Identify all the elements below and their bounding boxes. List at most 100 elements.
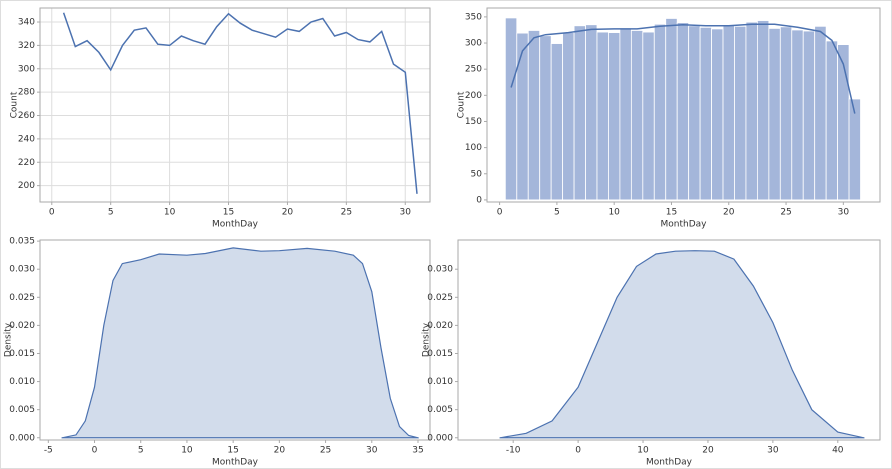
y-tick-label: 200 [18, 181, 35, 191]
y-tick-label: 240 [18, 134, 35, 144]
x-tick-label: 15 [223, 208, 234, 218]
y-tick-label: 150 [465, 117, 482, 127]
hist-bar [539, 35, 552, 201]
y-axis-label: Count [457, 91, 467, 118]
x-tick-label: 25 [780, 208, 791, 218]
y-tick-label: 0.005 [9, 405, 35, 415]
x-tick-label: -10 [506, 446, 521, 456]
axes-frame [39, 239, 431, 441]
x-tick-label: 0 [49, 208, 55, 218]
x-tick-label: 15 [666, 208, 677, 218]
axes-frame [486, 7, 881, 203]
hist-bar [734, 25, 747, 201]
y-tick-label: 350 [465, 12, 482, 22]
y-tick-label: 0.025 [427, 293, 453, 303]
x-tick-label: 20 [702, 446, 714, 456]
x-axis-label: MonthDay [212, 220, 259, 230]
hist-bar [676, 22, 690, 201]
x-axis-label: MonthDay [646, 458, 693, 468]
x-tick-label: 30 [366, 446, 378, 456]
axes-frame [39, 7, 431, 203]
y-tick-label: 300 [18, 64, 35, 74]
x-tick-label: 10 [181, 446, 193, 456]
hist-bar [630, 30, 644, 201]
y-tick-label: 200 [465, 91, 482, 101]
hist-bar [585, 24, 598, 201]
hist-bar [516, 32, 529, 201]
y-tick-label: 250 [465, 65, 482, 75]
y-tick-label: 300 [465, 39, 482, 49]
hist-bar [562, 32, 575, 201]
x-tick-label: 30 [838, 208, 850, 218]
y-tick-label: 220 [18, 158, 35, 168]
y-tick-label: 0.010 [9, 377, 35, 387]
y-axis-label: Count [10, 91, 20, 118]
y-tick-label: 0 [476, 195, 482, 205]
hist-bar [653, 23, 667, 201]
x-tick-label: 0 [497, 208, 503, 218]
data-line [62, 12, 418, 194]
x-tick-label: 25 [320, 446, 331, 456]
hist-bar [779, 26, 793, 201]
x-tick-label: 10 [164, 208, 176, 218]
hist-bar [711, 28, 724, 201]
x-tick-label: 20 [274, 446, 286, 456]
x-axis-label: MonthDay [212, 458, 259, 468]
hist-bar [745, 21, 758, 201]
kde-area [61, 247, 419, 439]
y-axis-label: Density [4, 322, 14, 357]
hist-bar [550, 43, 564, 201]
hist-bar [608, 32, 621, 201]
x-tick-label: 5 [138, 446, 144, 456]
hist-bar [791, 29, 804, 201]
x-tick-label: 30 [767, 446, 779, 456]
hist-bar [848, 98, 861, 201]
hist-bar [596, 31, 609, 201]
hist-bar [619, 27, 632, 201]
y-tick-label: 0.020 [427, 321, 453, 331]
x-tick-label: -5 [44, 446, 53, 456]
y-tick-label: 0.035 [9, 237, 35, 247]
kde-line [510, 23, 856, 114]
y-tick-label: 100 [465, 143, 482, 153]
x-tick-label: 10 [637, 446, 649, 456]
hist-bar [504, 17, 518, 201]
hist-bar [573, 25, 586, 201]
y-tick-label: 260 [18, 111, 35, 121]
hist-bar [837, 44, 850, 201]
kde-area [499, 250, 865, 439]
y-tick-label: 0.000 [9, 433, 35, 443]
y-tick-label: 0.025 [9, 293, 35, 303]
x-tick-label: 0 [92, 446, 98, 456]
y-tick-label: 50 [471, 169, 483, 179]
axes-frame [457, 239, 881, 441]
x-axis-label: MonthDay [661, 220, 708, 230]
x-tick-label: 20 [282, 208, 294, 218]
hist-bar [814, 25, 827, 201]
x-tick-label: 10 [608, 208, 620, 218]
y-tick-label: 340 [18, 18, 35, 28]
x-tick-label: 30 [400, 208, 412, 218]
x-tick-label: 15 [227, 446, 238, 456]
y-tick-label: 0.005 [427, 405, 453, 415]
hist-bar [527, 30, 541, 201]
x-tick-label: 20 [723, 208, 735, 218]
y-axis-label: Density [422, 322, 432, 357]
y-tick-label: 0.010 [427, 377, 453, 387]
y-tick-label: 0.000 [427, 433, 453, 443]
hist-bar [768, 27, 781, 201]
hist-bar [802, 30, 816, 201]
x-tick-label: 0 [575, 446, 581, 456]
x-tick-label: 5 [554, 208, 560, 218]
hist-bar [642, 31, 655, 201]
x-tick-label: 40 [832, 446, 844, 456]
x-tick-label: 35 [412, 446, 423, 456]
hist-bar [665, 18, 678, 201]
y-tick-label: 0.015 [427, 349, 453, 359]
y-tick-label: 0.030 [9, 265, 35, 275]
y-tick-label: 0.015 [9, 349, 35, 359]
x-tick-label: 25 [341, 208, 352, 218]
hist-bar [688, 25, 701, 201]
y-tick-label: 320 [18, 41, 35, 51]
